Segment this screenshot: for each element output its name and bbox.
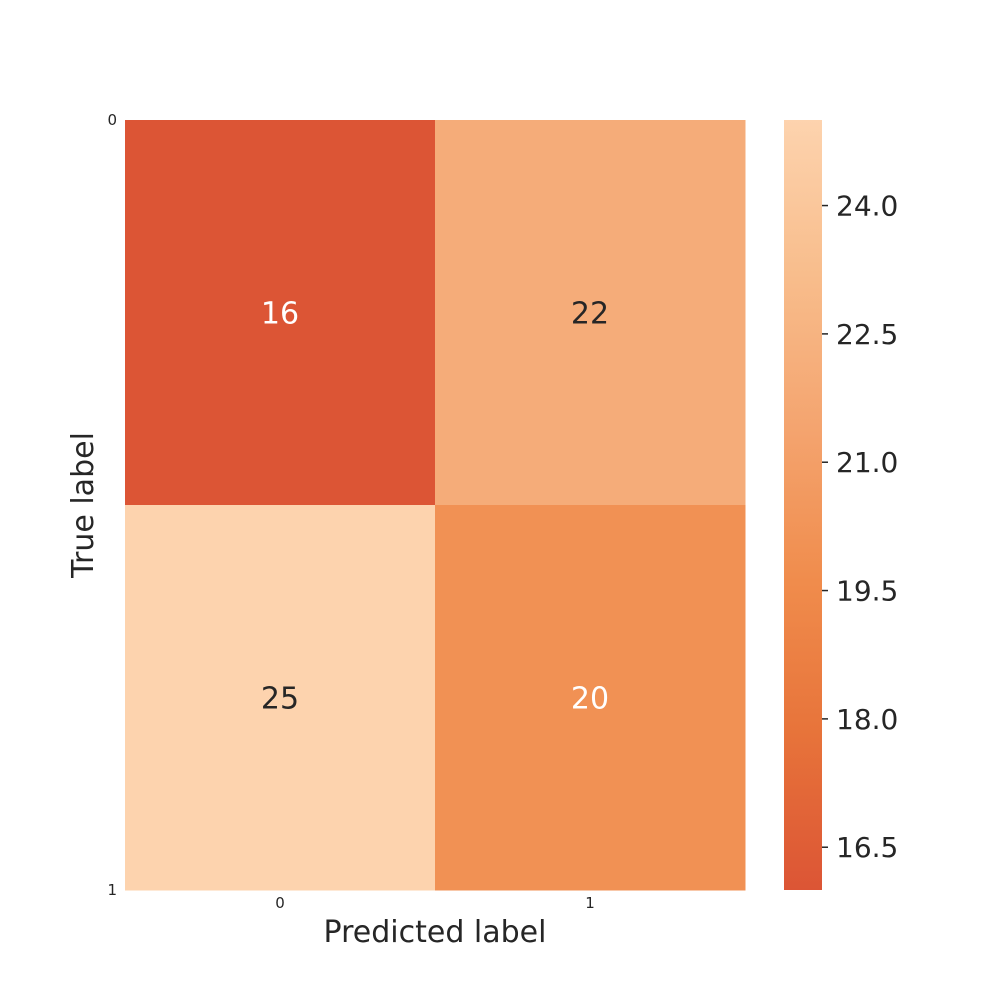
heatmap-cells [125,120,746,891]
colorbar-tick-label: 19.5 [836,575,898,608]
colorbar-ticks: 16.5 18.0 19.5 21.0 22.5 24.0 [822,190,898,864]
cell-value-label: 20 [571,682,609,717]
colorbar-tick-label: 18.0 [836,703,898,736]
cell-value-label: 25 [261,682,299,717]
x-tick-label: 0 [275,894,285,912]
colorbar-tick-label: 21.0 [836,446,898,479]
heatmap-cell [125,120,436,506]
heatmap-cell [125,505,436,891]
y-tick-label: 0 [107,111,117,129]
y-tick-label: 1 [107,881,117,899]
colorbar [784,120,822,890]
cell-value-label: 22 [571,297,609,332]
heatmap-cell-labels: 16 22 25 20 [261,297,609,717]
colorbar-tick-label: 24.0 [836,190,898,223]
heatmap-cell [435,505,746,891]
colorbar-tick-label: 22.5 [836,318,898,351]
y-axis-label: True label [66,432,101,579]
y-axis-ticks: 01 [107,111,117,899]
x-tick-label: 1 [585,894,595,912]
cell-value-label: 16 [261,297,299,332]
heatmap-cell [435,120,746,506]
x-axis-label: Predicted label [324,915,547,950]
colorbar-tick-label: 16.5 [836,831,898,864]
